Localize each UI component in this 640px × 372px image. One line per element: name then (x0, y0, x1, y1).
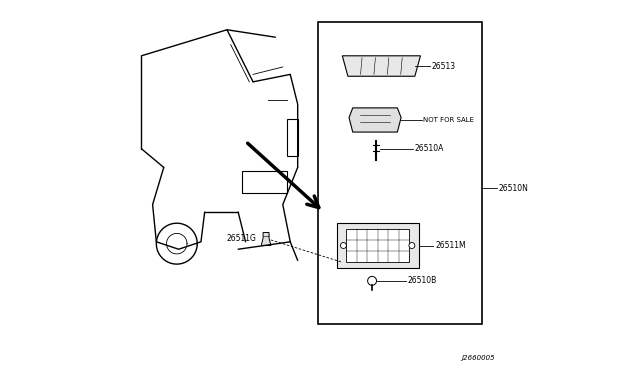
Bar (318, 22, 482, 324)
Text: 26510B: 26510B (408, 276, 436, 285)
Text: J2660005: J2660005 (461, 355, 495, 361)
Circle shape (340, 243, 346, 248)
Bar (242, 171, 287, 193)
Text: 26511M: 26511M (435, 241, 466, 250)
Bar (287, 119, 298, 156)
Bar (337, 223, 419, 268)
Text: 26510A: 26510A (415, 144, 444, 153)
Polygon shape (342, 56, 420, 76)
Text: 26510N: 26510N (499, 183, 529, 193)
Polygon shape (261, 232, 271, 246)
Circle shape (409, 243, 415, 248)
Bar (346, 229, 410, 262)
Text: 26513: 26513 (431, 61, 456, 71)
Text: NOT FOR SALE: NOT FOR SALE (424, 117, 474, 123)
Text: 26511G: 26511G (227, 234, 257, 243)
Circle shape (367, 276, 376, 285)
Polygon shape (349, 108, 401, 132)
